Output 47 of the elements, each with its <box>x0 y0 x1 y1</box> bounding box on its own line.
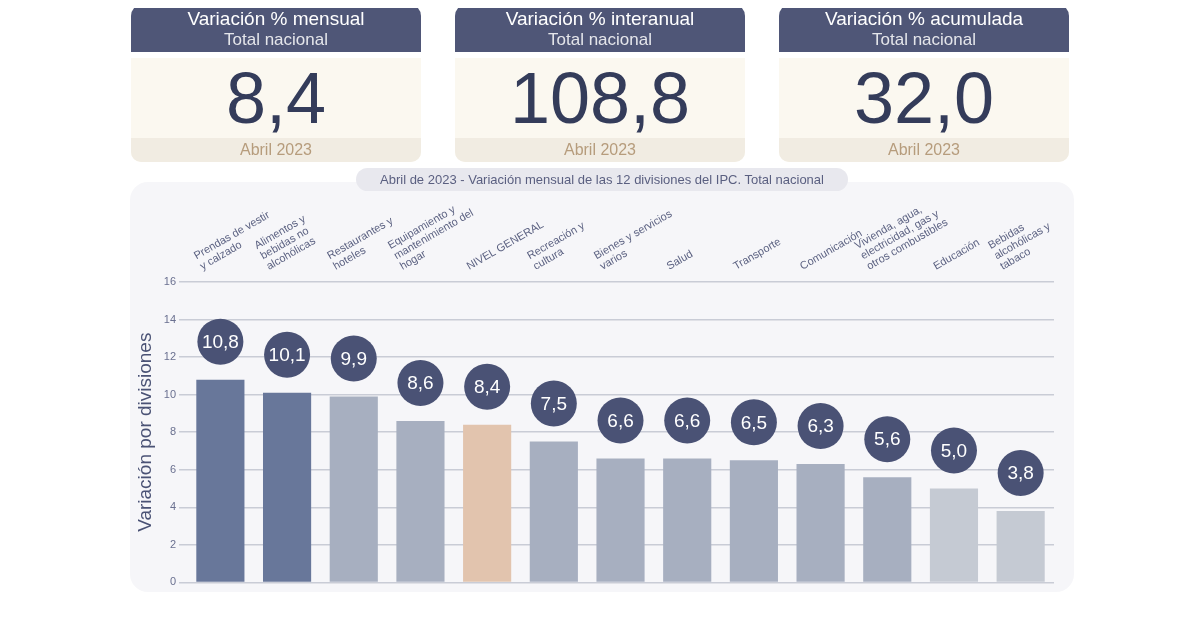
data-label: 7,5 <box>540 392 568 414</box>
y-tick-label: 14 <box>163 312 177 325</box>
text: Abril 2023 <box>455 138 745 162</box>
text: Total nacional <box>871 30 977 50</box>
bar <box>596 458 645 582</box>
y-tick-label: 0 <box>169 575 177 588</box>
y-tick-label: 8 <box>169 425 177 438</box>
data-label: 6,6 <box>674 409 701 431</box>
y-tick-label: 16 <box>163 275 177 288</box>
y-tick-label: 10 <box>163 387 177 400</box>
text: Total nacional <box>547 30 653 50</box>
bar <box>729 460 778 582</box>
bar <box>663 458 712 582</box>
data-label: 10,8 <box>201 330 239 352</box>
data-label: 9,9 <box>340 347 367 369</box>
bar <box>796 464 845 582</box>
text: Variación % interanual <box>504 8 696 30</box>
text: Variación % mensual <box>186 8 366 30</box>
chart-title: Abril de 2023 - Variación mensual de las 12 divisiones del IPC. Total nacional <box>356 168 848 191</box>
text: Abril 2023 <box>779 138 1069 162</box>
bar <box>329 396 378 582</box>
data-label: 5,0 <box>940 439 968 461</box>
data-label: 6,3 <box>807 415 834 437</box>
y-tick-label: 6 <box>169 462 177 475</box>
text: Total nacional <box>223 30 329 50</box>
text: Variación % acumulada <box>823 8 1025 30</box>
data-label: 8,4 <box>473 375 501 397</box>
y-tick-label: 12 <box>163 350 177 363</box>
bar <box>263 392 312 582</box>
data-label: 5,6 <box>874 428 901 450</box>
bar <box>529 441 578 582</box>
data-label: 3,8 <box>1007 462 1034 484</box>
bar <box>463 424 512 582</box>
text: 8,4 <box>224 58 328 138</box>
text: 32,0 <box>852 58 996 138</box>
y-tick-label: 2 <box>169 537 177 550</box>
data-label: 8,6 <box>407 372 434 394</box>
bar <box>863 477 912 582</box>
bar <box>396 420 445 582</box>
data-label: 6,5 <box>740 411 768 433</box>
data-label: 10,1 <box>268 344 306 366</box>
y-tick-label: 4 <box>169 500 177 513</box>
text: 108,8 <box>508 58 692 138</box>
y-axis-title: Variación por divisiones <box>133 332 155 532</box>
bar <box>196 379 245 582</box>
data-label: 6,6 <box>607 409 634 431</box>
text: Abril 2023 <box>131 138 421 162</box>
